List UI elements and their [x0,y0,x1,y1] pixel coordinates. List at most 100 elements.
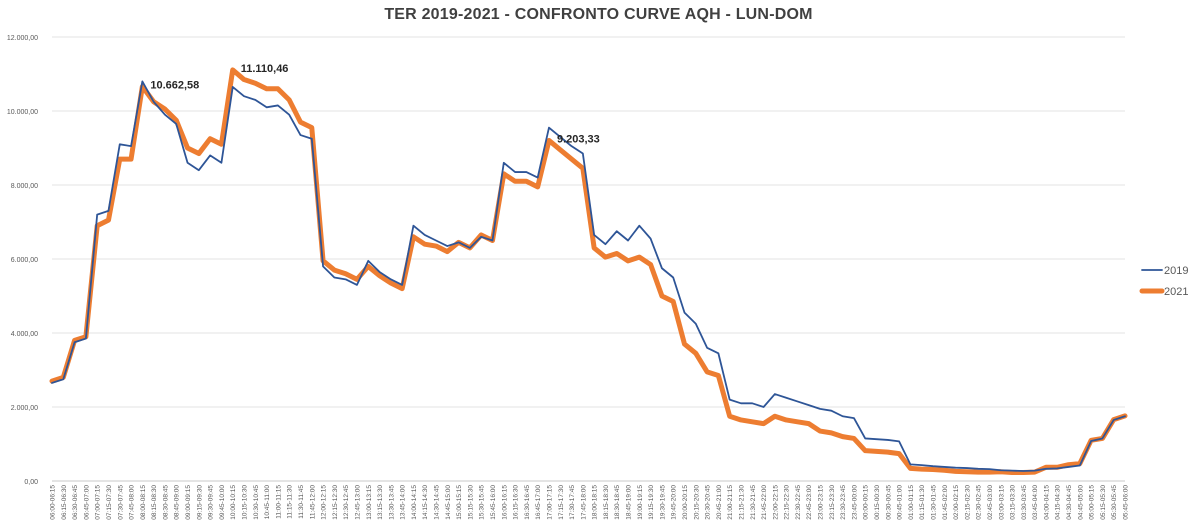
y-tick-label: 6.000,00 [11,257,38,264]
data-label: 9.203,33 [557,133,600,145]
x-tick-label: 05:00-05:15 [1089,485,1096,520]
x-tick-label: 12:45-13:00 [354,485,361,520]
x-tick-label: 01:00-01:15 [908,485,915,520]
x-tick-label: 14:15-14:30 [422,485,429,520]
x-tick-label: 14:45-15:00 [445,485,452,520]
x-tick-label: 23:15-23:30 [829,485,836,520]
x-tick-label: 11:00-11:15 [275,485,282,519]
y-tick-label: 4.000,00 [11,331,38,338]
gridlines [52,36,1125,482]
x-tick-label: 08:30-08:45 [162,485,169,520]
x-tick-label: 01:15-01:30 [919,485,926,520]
x-tick-label: 17:45-18:00 [580,485,587,520]
x-tick-label: 03:15-03:30 [1010,485,1017,520]
legend: 2019 2021 [1139,265,1188,298]
x-tick-label: 05:45-06:00 [1123,485,1130,520]
x-tick-label: 17:00-17:15 [546,485,553,520]
x-tick-label: 13:30-13:45 [388,485,395,520]
series-line-2019 [51,80,1126,472]
x-tick-label: 22:15-22:30 [784,485,791,520]
legend-label-2021: 2021 [1164,286,1188,298]
x-tick-label: 03:30-03:45 [1021,485,1028,520]
x-tick-label: 06:45-07:00 [83,485,90,520]
x-tick-label: 09:15-09:30 [196,485,203,520]
x-tick-label: 21:15-21:30 [738,485,745,520]
x-tick-label: 13:00-13:15 [366,485,373,520]
x-axis: 06:00-06:15 06:15-06:30 06:30-06:45 06:45-0… [50,485,1130,520]
x-tick-label: 23:30-23:45 [840,485,847,520]
x-tick-label: 10:45-11:00 [264,485,271,520]
x-tick-label: 08:00-08:15 [140,485,147,520]
x-tick-label: 00:45-01:00 [897,485,904,520]
x-tick-label: 02:45-03:00 [987,485,994,520]
x-tick-label: 20:00-20:15 [682,485,689,520]
x-tick-label: 10:30-10:45 [253,485,260,520]
x-tick-label: 19:15-19:30 [648,485,655,520]
x-tick-label: 00:00-00:15 [863,485,870,520]
y-tick-label: 8.000,00 [11,183,38,190]
x-tick-label: 14:00-14:15 [411,485,418,520]
x-tick-label: 03:00-03:15 [998,485,1005,520]
x-tick-label: 07:45-08:00 [129,485,136,520]
series-2021 [49,67,1128,475]
x-tick-label: 09:00-09:15 [185,485,192,520]
x-tick-label: 23:00-23:15 [818,485,825,520]
x-tick-label: 10:15-10:30 [242,485,249,520]
x-tick-label: 15:30-15:45 [479,485,486,520]
x-tick-label: 07:00-07:15 [95,485,102,520]
data-label: 10.662,58 [150,79,199,91]
x-tick-label: 08:15-08:30 [151,485,158,520]
x-tick-label: 15:15-15:30 [467,485,474,520]
x-tick-label: 12:15-12:30 [332,485,339,520]
y-axis: 0,00 2.000,00 4.000,00 6.000,00 8.000,00 10.0… [7,35,38,486]
x-tick-label: 15:45-16:00 [490,485,497,520]
x-tick-label: 22:00-22:15 [772,485,779,520]
x-tick-label: 14:30-14:45 [434,485,441,520]
x-tick-label: 11:15-11:30 [287,485,294,519]
x-tick-label: 09:45-10:00 [219,485,226,520]
x-tick-label: 05:30-05:45 [1111,485,1118,520]
x-tick-label: 11:30-11:45 [298,485,305,519]
x-tick-label: 17:15-17:30 [558,485,565,520]
annotations: 10.662,58 11.110,46 9.203,33 [150,63,599,146]
x-tick-label: 11:45-12:00 [309,485,316,520]
x-tick-label: 22:30-22:45 [795,485,802,520]
y-tick-label: 0,00 [24,479,38,486]
x-tick-label: 19:30-19:45 [659,485,666,520]
x-tick-label: 18:45-19:00 [626,485,633,520]
series-line-2021 [49,67,1128,475]
x-tick-label: 21:45-22:00 [761,485,768,520]
x-tick-label: 12:30-12:45 [343,485,350,520]
x-tick-label: 04:45-05:00 [1077,485,1084,520]
x-tick-label: 16:15-16:30 [513,485,520,520]
x-tick-label: 09:30-09:45 [208,485,215,520]
x-tick-label: 21:00-21:15 [727,485,734,520]
x-tick-label: 21:30-21:45 [750,485,757,520]
legend-label-2019: 2019 [1164,265,1188,277]
x-tick-label: 15:00-15:15 [456,485,463,520]
x-tick-label: 06:15-06:30 [61,485,68,520]
x-tick-label: 19:45-20:00 [671,485,678,520]
x-tick-label: 02:00-02:15 [953,485,960,520]
x-tick-label: 22:45-23:00 [806,485,813,520]
x-tick-label: 02:30-02:45 [976,485,983,520]
x-tick-label: 06:00-06:15 [50,485,57,520]
x-tick-label: 08:45-09:00 [174,485,181,520]
x-tick-label: 05:15-05:30 [1100,485,1107,520]
x-tick-label: 01:45-02:00 [942,485,949,520]
x-tick-label: 07:30-07:45 [117,485,124,520]
y-tick-label: 2.000,00 [11,405,38,412]
x-tick-label: 04:30-04:45 [1066,485,1073,520]
x-tick-label: 01:30-01:45 [930,485,937,520]
x-tick-label: 16:30-16:45 [524,485,531,520]
x-tick-label: 17:30-17:45 [569,485,576,520]
x-tick-label: 13:45-14:00 [400,485,407,520]
x-tick-label: 10:00-10:15 [230,485,237,520]
x-tick-label: 13:15-13:30 [377,485,384,520]
x-tick-label: 07:15-07:30 [106,485,113,520]
x-tick-label: 18:15-18:30 [603,485,610,520]
x-tick-label: 12:00-12:15 [321,485,328,520]
x-tick-label: 00:15-00:30 [874,485,881,520]
